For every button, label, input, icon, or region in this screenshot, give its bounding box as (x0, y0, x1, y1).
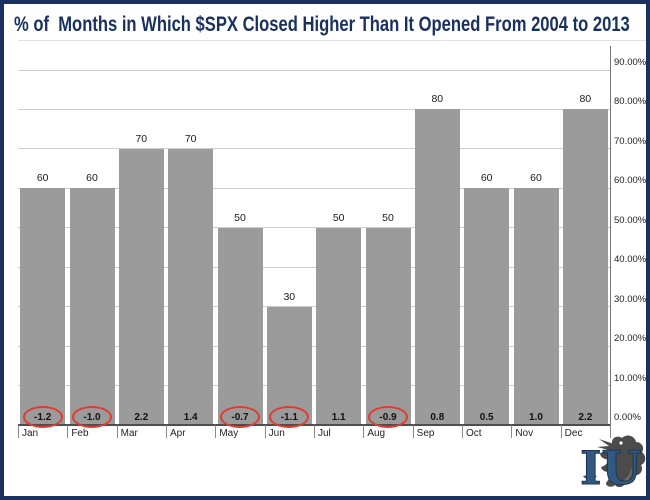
highlight-circle-jan (22, 406, 63, 428)
bar-jan (20, 188, 66, 425)
y-axis-tick-label: 20.00% (614, 333, 647, 345)
category-separator (264, 425, 266, 438)
bar-value-label: 60 (86, 172, 98, 185)
highlight-circle-aug (368, 406, 408, 428)
highlight-circle-feb (72, 406, 112, 428)
x-axis-label-mar: Mar (120, 428, 138, 439)
x-axis-label-jul: Jul (318, 428, 331, 439)
plot-top-border (18, 40, 646, 41)
category-separator (511, 425, 513, 438)
y-axis-line (610, 46, 611, 438)
category-separator (67, 425, 69, 438)
bar-value-label: 50 (234, 211, 246, 224)
bar-value-label: 80 (579, 93, 592, 106)
category-separator (363, 425, 365, 438)
x-axis-label-feb: Feb (71, 428, 89, 439)
x-axis-label-aug: Aug (367, 428, 386, 439)
category-separator (412, 425, 414, 438)
highlight-circle-may (220, 406, 260, 428)
y-axis-tick-label: 60.00% (614, 175, 647, 187)
category-separator (314, 425, 315, 438)
bar-jun (266, 306, 312, 425)
y-axis-tick-label: 70.00% (614, 135, 647, 147)
bar-value-label: 50 (332, 211, 345, 224)
bar-value-label: 50 (382, 211, 394, 224)
footer-value-label: 1.4 (183, 412, 198, 423)
category-separator (610, 425, 611, 438)
gridline-40 (18, 266, 610, 268)
footer-value-label: 0.5 (479, 412, 494, 423)
x-axis-label-apr: Apr (170, 428, 186, 439)
x-axis-label-sep: Sep (416, 428, 435, 439)
gridline-10 (18, 385, 610, 387)
bar-value-label: 70 (135, 132, 148, 145)
bar-value-label: 30 (283, 290, 296, 303)
bar-value-label: 60 (530, 172, 542, 185)
y-axis-tick-label: 50.00% (614, 214, 647, 226)
chart-title: % of Months in Which $SPX Closed Higher … (14, 13, 630, 36)
y-axis-tick-label: 40.00% (614, 254, 647, 266)
footer-value-label: 0.8 (430, 412, 445, 423)
bar-aug (365, 227, 411, 425)
bar-may (217, 227, 263, 425)
x-axis-label-may: May (219, 428, 239, 439)
y-axis-tick-label: 90.00% (614, 57, 647, 68)
bar-feb (69, 188, 115, 425)
footer-value-label: 1.0 (529, 412, 543, 423)
y-axis-tick-label: 30.00% (614, 293, 647, 305)
y-axis-tick-label: 0.00% (614, 412, 641, 423)
gridline-20 (18, 345, 610, 347)
lion-icon (583, 435, 646, 488)
x-axis-label-nov: Nov (515, 428, 534, 439)
investment-u-logo: IU (580, 435, 646, 493)
bar-oct (464, 188, 510, 425)
x-axis-label-jan: Jan (22, 428, 39, 439)
bar-value-label: 60 (36, 172, 49, 185)
x-axis-label-oct: Oct (466, 428, 482, 439)
y-axis-tick-label: 10.00% (614, 372, 647, 384)
category-separator (560, 425, 562, 438)
logo-text: IU (580, 441, 642, 493)
category-separator (462, 425, 463, 438)
bar-value-label: 60 (480, 172, 493, 185)
y-axis-tick-label: 80.00% (614, 96, 647, 108)
highlight-circle-jun (269, 406, 310, 428)
gridline-70 (18, 148, 610, 150)
bar-dec (562, 109, 608, 425)
category-separator (18, 425, 19, 438)
category-separator (166, 425, 167, 438)
category-separator (215, 425, 217, 438)
x-axis-label-dec: Dec (564, 428, 583, 439)
bar-sep (414, 109, 460, 425)
footer-value-label: 2.2 (578, 412, 593, 423)
gridline-80 (18, 108, 610, 110)
category-separator (116, 425, 118, 438)
gridline-30 (18, 306, 610, 308)
footer-value-label: 1.1 (331, 412, 346, 423)
bar-mar (118, 148, 164, 425)
bar-nov (513, 188, 559, 425)
footer-value-label: 2.2 (134, 412, 149, 423)
gridline-60 (18, 187, 610, 189)
bar-value-label: 70 (184, 132, 197, 145)
bar-value-label: 80 (431, 93, 444, 106)
bar-jul (316, 227, 362, 425)
gridline-50 (18, 227, 610, 229)
gridline-90 (18, 69, 610, 71)
x-axis-label-jun: Jun (268, 428, 285, 439)
bar-apr (168, 148, 214, 425)
